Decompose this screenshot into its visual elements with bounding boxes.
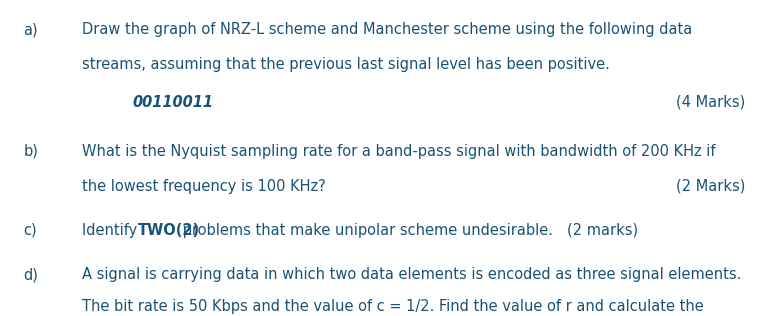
Text: (4 Marks): (4 Marks) [676,95,745,110]
Text: (2 marks): (2 marks) [567,223,639,238]
Text: c): c) [23,223,37,238]
Text: streams, assuming that the previous last signal level has been positive.: streams, assuming that the previous last… [82,57,609,72]
Text: Draw the graph of NRZ-L scheme and Manchester scheme using the following data: Draw the graph of NRZ-L scheme and Manch… [82,22,692,37]
Text: problems that make unipolar scheme undesirable.: problems that make unipolar scheme undes… [178,223,553,238]
Text: The bit rate is 50 Kbps and the value of c = 1/2. Find the value of r and calcul: The bit rate is 50 Kbps and the value of… [82,299,703,313]
Text: d): d) [23,267,38,282]
Text: What is the Nyquist sampling rate for a band-pass signal with bandwidth of 200 K: What is the Nyquist sampling rate for a … [82,144,715,159]
Text: the lowest frequency is 100 KHz?: the lowest frequency is 100 KHz? [82,179,326,193]
Text: A signal is carrying data in which two data elements is encoded as three signal : A signal is carrying data in which two d… [82,267,741,282]
Text: Identify: Identify [82,223,141,238]
Text: (2 Marks): (2 Marks) [676,179,745,193]
Text: TWO(2): TWO(2) [138,223,200,238]
Text: a): a) [23,22,38,37]
Text: 00110011: 00110011 [132,95,213,110]
Text: b): b) [23,144,38,159]
